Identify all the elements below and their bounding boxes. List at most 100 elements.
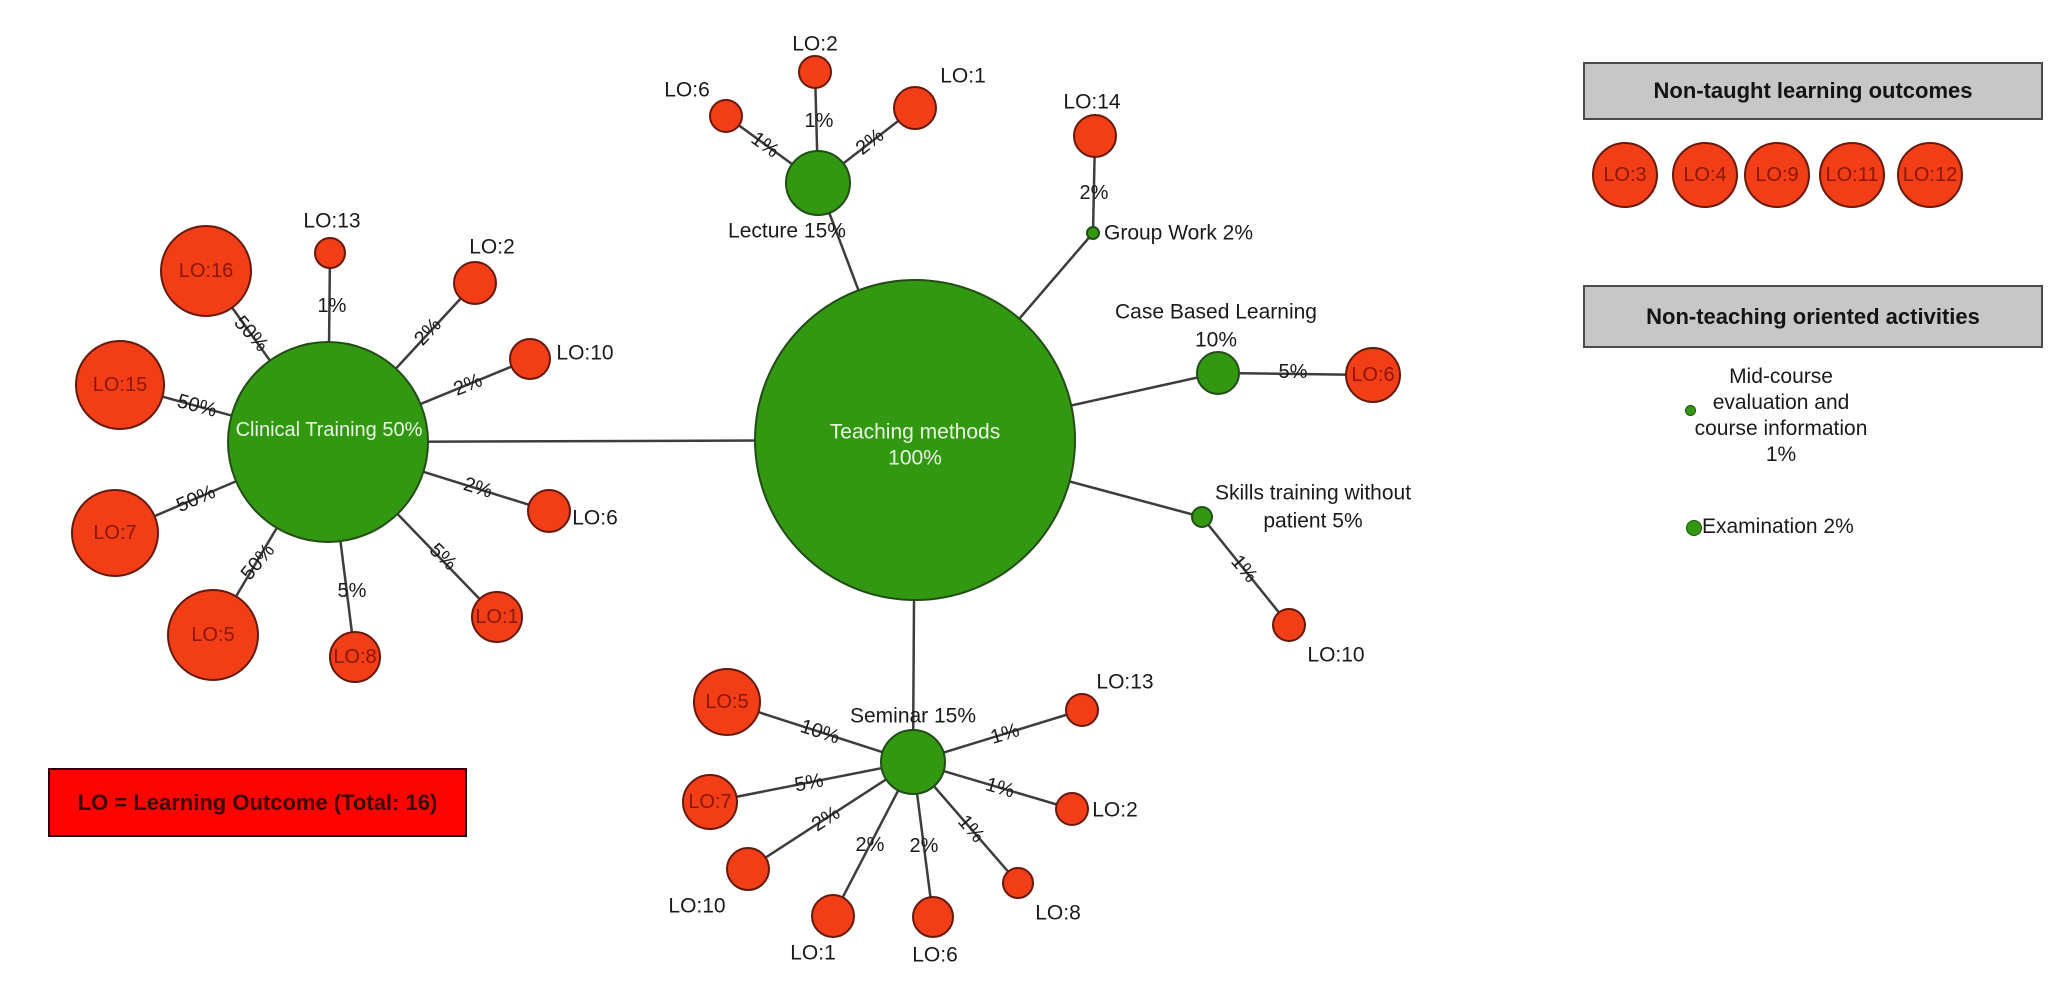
node-skills [1191, 506, 1213, 528]
node-lo_cl_6 [527, 489, 571, 533]
node-lo_cl_10 [509, 338, 551, 380]
node-lo_cl_5 [167, 589, 259, 681]
node-label-lo_cbl_6: LO:6 [1351, 364, 1394, 386]
node-label-lo_cl_2: LO:2 [469, 236, 515, 259]
node-lecture [785, 150, 851, 216]
edge-label-clinical-lo_cl_5: 50% [237, 539, 280, 584]
lo-legend-box: LO = Learning Outcome (Total: 16) [48, 768, 467, 837]
non-taught-lo-circle-lo-11: LO:11 [1819, 142, 1885, 208]
node-lo_se_1 [811, 894, 855, 938]
node-label-teaching-1: 100% [888, 447, 942, 470]
mid-course-percentage: 1% [1765, 443, 1797, 466]
mid-course-line-3: course information [1694, 417, 1868, 440]
node-label-lo_lec_1: LO:1 [940, 65, 986, 88]
node-label-lo_lec_2: LO:2 [792, 33, 838, 56]
non-taught-lo-circle-lo-12: LO:12 [1897, 142, 1963, 208]
edge-label-seminar-lo_se_13: 1% [988, 719, 1022, 749]
mid-course-line-2: evaluation and [1712, 391, 1850, 414]
edge-label-clinical-lo_cl_15: 50% [175, 390, 220, 422]
non-teaching-oriented-activities-header: Non-teaching oriented activities [1583, 285, 2043, 348]
edge-skills-lo_sk_10 [1201, 516, 1290, 626]
node-label-lo_cl_5: LO:5 [191, 624, 234, 646]
edge-label-clinical-lo_cl_8: 5% [338, 580, 367, 602]
node-lo_cl_7 [71, 489, 159, 577]
edge-label-clinical-lo_cl_1: 5% [425, 539, 461, 575]
edge-seminar-lo_se_7 [709, 760, 914, 804]
edge-label-seminar-lo_se_2: 1% [983, 773, 1017, 802]
mid-course-line-1: Mid-course [1729, 365, 1833, 388]
edge-label-clinical-lo_cl_13: 1% [318, 295, 347, 317]
node-lo_lec_1 [893, 86, 937, 130]
edge-label-clinical-lo_cl_16: 50% [229, 312, 272, 357]
node-label-lo_lec_6: LO:6 [664, 79, 710, 102]
node-label-lo_se_10: LO:10 [668, 895, 725, 918]
node-lo_gw_14 [1073, 114, 1117, 158]
node-lo_cl_16 [160, 225, 252, 317]
examination-dot-icon [1686, 520, 1702, 536]
node-lo_se_10 [726, 847, 770, 891]
node-label-skills: Skills training without [1215, 482, 1411, 505]
node-label-lo_se_8: LO:8 [1035, 902, 1081, 925]
non-taught-lo-circle-lo-3: LO:3 [1592, 142, 1658, 208]
node-label-lo_se_7: LO:7 [688, 791, 731, 813]
node-label-lo_se_13: LO:13 [1096, 671, 1153, 694]
node-label-lo_cl_6: LO:6 [572, 507, 618, 530]
node-lo_cl_2 [453, 261, 497, 305]
non-taught-lo-circle-lo-9: LO:9 [1744, 142, 1810, 208]
examination-item: Examination 2% [1702, 515, 1854, 538]
edge-label-seminar-lo_se_7: 5% [793, 769, 826, 796]
node-lo_cl_15 [75, 340, 165, 430]
node-label-lo_se_2: LO:2 [1092, 799, 1138, 822]
node-label-lo_cl_15: LO:15 [93, 374, 147, 396]
node-lo_sk_10 [1272, 608, 1306, 642]
node-lo_se_2 [1055, 792, 1089, 826]
node-lo_lec_6 [709, 99, 743, 133]
edge-label-lecture-lo_lec_2: 1% [805, 110, 834, 132]
edge-label-clinical-lo_cl_6: 2% [461, 473, 495, 503]
node-label-lecture: Lecture 15% [728, 220, 846, 243]
edge-label-clinical-lo_cl_7: 50% [173, 481, 219, 517]
edge-label-cbl-lo_cbl_6: 5% [1279, 361, 1308, 383]
mid-course-dot-icon [1685, 405, 1696, 416]
node-label-teaching: Teaching methods [830, 421, 1000, 444]
non-taught-lo-circle-lo-4: LO:4 [1672, 142, 1738, 208]
edge-label-lecture-lo_lec_6: 1% [747, 128, 783, 163]
node-lo_cl_8 [329, 631, 381, 683]
node-label-clinical: Clinical Training 50% [236, 419, 423, 441]
edge-label-seminar-lo_se_10: 2% [808, 802, 844, 836]
edge-label-clinical-lo_cl_10: 2% [450, 369, 485, 400]
edge-label-lecture-lo_lec_1: 2% [852, 124, 888, 159]
node-label-lo_cl_7: LO:7 [93, 522, 136, 544]
node-label-lo_cl_16: LO:16 [179, 260, 233, 282]
node-label-cbl: Case Based Learning [1115, 301, 1317, 324]
node-lo_se_8 [1002, 867, 1034, 899]
node-lo_se_5 [693, 668, 761, 736]
node-lo_cbl_6 [1345, 347, 1401, 403]
node-label-lo_sk_10: LO:10 [1307, 644, 1364, 667]
node-clinical [227, 341, 429, 543]
node-label-lo_cl_10: LO:10 [556, 342, 613, 365]
node-lo_lec_2 [798, 55, 832, 89]
node-label-lo_se_6: LO:6 [912, 944, 958, 967]
node-label-lo_se_1: LO:1 [790, 942, 836, 965]
node-lo_se_7 [682, 774, 738, 830]
edge-label-groupwork-lo_gw_14: 2% [1080, 182, 1109, 204]
node-lo_se_13 [1065, 693, 1099, 727]
node-label-lo_gw_14: LO:14 [1063, 91, 1121, 114]
node-label-lo_cl_8: LO:8 [333, 646, 376, 668]
node-seminar [880, 729, 946, 795]
node-label-lo_cl_1: LO:1 [475, 606, 518, 628]
node-lo_se_6 [912, 896, 954, 938]
node-label-groupwork: Group Work 2% [1104, 222, 1253, 245]
node-label-seminar: Seminar 15% [850, 705, 976, 728]
edge-label-skills-lo_sk_10: 1% [1226, 551, 1262, 587]
node-lo_cl_13 [314, 237, 346, 269]
node-groupwork [1086, 226, 1100, 240]
edge-label-seminar-lo_se_1: 2% [856, 834, 885, 856]
non-taught-learning-outcomes-header: Non-taught learning outcomes [1583, 62, 2043, 120]
node-lo_cl_1 [471, 591, 523, 643]
node-label-lo_se_5: LO:5 [705, 691, 748, 713]
node-label-lo_cl_13: LO:13 [303, 210, 360, 233]
